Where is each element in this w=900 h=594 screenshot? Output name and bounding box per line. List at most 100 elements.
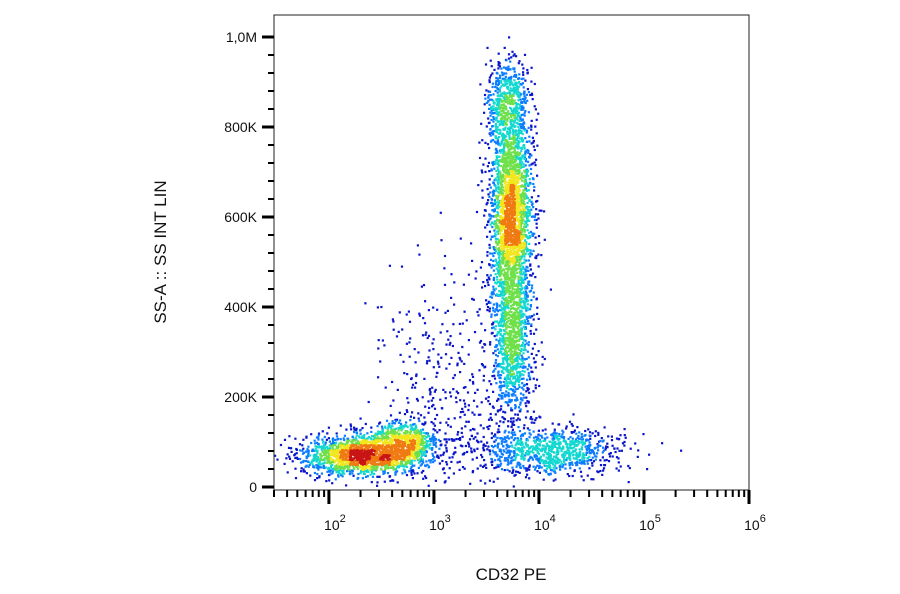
event-point: [436, 455, 439, 458]
event-point: [503, 142, 506, 145]
event-point: [555, 453, 558, 456]
event-point: [485, 466, 488, 469]
event-point: [526, 444, 529, 447]
event-point: [459, 444, 462, 447]
event-point: [421, 428, 425, 431]
event-point: [507, 393, 510, 396]
event-point: [503, 289, 506, 293]
event-point: [466, 450, 469, 454]
event-point: [537, 195, 540, 198]
event-point: [514, 473, 517, 476]
event-point: [515, 351, 518, 354]
event-point: [528, 477, 531, 480]
event-point: [510, 393, 513, 396]
event-point: [530, 196, 533, 199]
event-point: [533, 436, 536, 439]
event-point: [510, 456, 513, 460]
event-point: [499, 362, 502, 366]
event-point: [386, 429, 389, 432]
event-point: [336, 470, 339, 473]
event-point: [453, 303, 456, 306]
event-point: [504, 282, 508, 285]
event-point: [521, 386, 524, 389]
event-point: [490, 266, 493, 269]
event-point: [498, 128, 501, 131]
event-point: [421, 440, 424, 444]
event-point: [505, 328, 508, 331]
event-point: [528, 468, 531, 471]
event-point: [516, 95, 519, 98]
event-point: [426, 360, 429, 363]
event-point: [537, 265, 540, 268]
event-point: [502, 151, 505, 154]
event-point: [571, 424, 574, 427]
event-point: [523, 174, 526, 177]
event-point: [462, 410, 465, 413]
event-point: [500, 290, 503, 293]
event-point: [502, 371, 505, 374]
event-point: [512, 128, 515, 131]
event-point: [504, 349, 507, 353]
event-point: [316, 445, 319, 448]
event-point: [572, 453, 575, 456]
event-point: [491, 82, 494, 85]
event-point: [520, 348, 523, 351]
event-point: [511, 288, 514, 291]
event-point: [295, 452, 298, 455]
event-point: [536, 449, 539, 452]
event-point: [432, 461, 435, 464]
event-point: [355, 431, 358, 434]
event-point: [308, 463, 311, 466]
event-point: [423, 431, 426, 435]
event-point: [495, 223, 498, 226]
event-point: [521, 193, 524, 196]
event-point: [488, 307, 491, 310]
event-point: [359, 429, 362, 432]
event-point: [347, 437, 350, 441]
event-point: [500, 249, 503, 253]
event-point: [523, 144, 526, 147]
event-point: [514, 163, 517, 166]
event-point: [495, 157, 499, 160]
event-point: [533, 468, 537, 471]
event-point: [399, 419, 402, 422]
event-point: [521, 222, 524, 225]
event-point: [519, 401, 522, 404]
event-point: [557, 451, 560, 454]
event-point: [513, 160, 516, 163]
event-point: [526, 208, 529, 211]
event-point: [369, 473, 372, 476]
event-point: [591, 462, 594, 465]
event-point: [366, 432, 369, 435]
event-point: [542, 439, 545, 442]
event-point: [499, 328, 502, 331]
event-point: [554, 462, 557, 465]
event-point: [376, 481, 379, 484]
event-point: [424, 447, 427, 450]
event-point: [569, 443, 572, 447]
event-point: [491, 323, 494, 326]
event-point: [503, 118, 506, 121]
event-point: [411, 477, 414, 480]
event-point: [304, 465, 307, 468]
event-point: [491, 375, 494, 378]
event-point: [502, 338, 505, 341]
event-point: [299, 457, 302, 461]
event-point: [324, 441, 327, 444]
event-point: [519, 309, 522, 312]
event-point: [483, 214, 486, 217]
event-point: [490, 201, 493, 205]
event-point: [522, 362, 525, 365]
event-point: [311, 449, 314, 452]
event-point: [563, 461, 566, 464]
event-point: [508, 99, 512, 102]
event-point: [319, 454, 322, 457]
event-point: [507, 462, 510, 465]
event-point: [583, 453, 586, 456]
event-point: [499, 329, 502, 333]
event-point: [491, 449, 494, 452]
event-point: [495, 262, 498, 265]
event-point: [520, 250, 523, 253]
event-point: [525, 259, 528, 262]
event-point: [516, 463, 519, 466]
